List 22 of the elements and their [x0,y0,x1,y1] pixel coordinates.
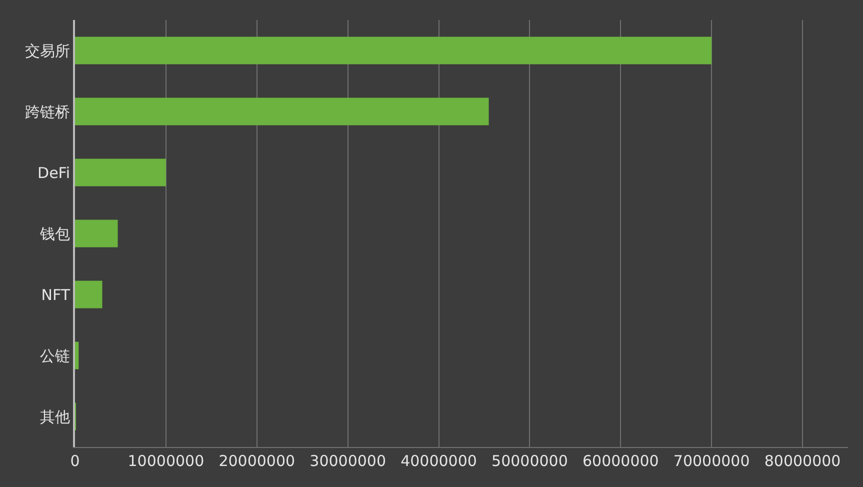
y-tick-label: NFT [41,286,71,304]
y-tick-label: 钱包 [39,224,70,243]
x-tick-label: 20000000 [218,452,296,470]
bar [75,98,489,126]
x-tick-label: 80000000 [764,452,841,470]
y-tick-label: DeFi [38,164,70,182]
bar [75,36,712,64]
x-tick-label: 70000000 [673,452,750,470]
x-tick-label: 60000000 [582,452,659,470]
x-tick-label: 40000000 [400,452,477,470]
bar [75,158,166,186]
y-tick-label: 交易所 [25,42,70,60]
y-tick-label: 公链 [40,346,70,365]
y-tick-label: 其他 [40,408,70,426]
x-tick-label: 50000000 [492,452,568,470]
bar [75,220,118,248]
bar [75,280,102,308]
x-tick-label: 10000000 [128,452,204,470]
x-tick-label: 0 [70,452,80,470]
y-tick-label: 跨链桥 [25,102,70,121]
x-tick-label: 30000000 [310,452,386,470]
bar [75,342,79,370]
